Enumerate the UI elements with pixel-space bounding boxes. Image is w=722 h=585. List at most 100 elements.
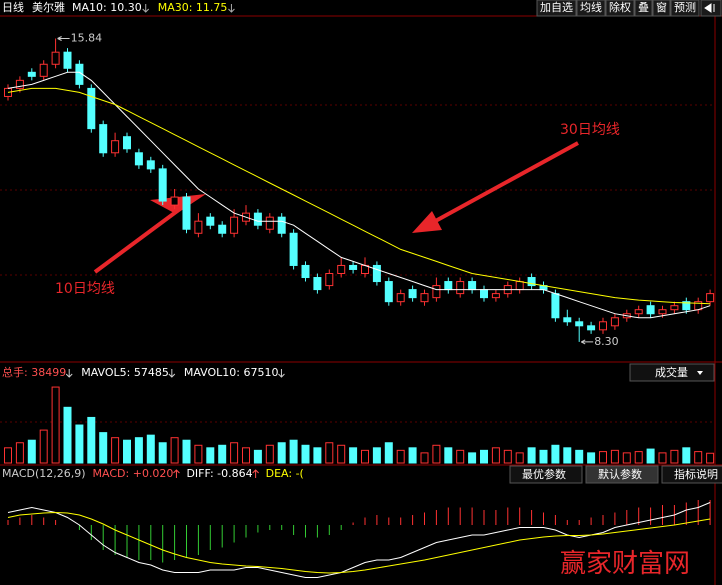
volume-bar (27, 439, 36, 464)
down-arrow-icon (142, 4, 150, 13)
volume-legend: MAVOL5: 57485 (81, 366, 169, 379)
up-arrow-icon (252, 469, 259, 478)
candle-body (420, 293, 429, 303)
up-arrow-icon (173, 469, 180, 478)
toolbar-button[interactable] (536, 0, 577, 17)
dropdown-icon (697, 371, 703, 375)
candle-body (51, 51, 60, 65)
candle-body (39, 63, 48, 77)
candle-body (206, 216, 215, 226)
annotation: 30日均线 (560, 122, 620, 138)
toolbar-button[interactable] (576, 0, 606, 17)
volume-bar (51, 386, 60, 464)
volume-bar (634, 451, 643, 464)
candle-body (27, 71, 36, 77)
volume-bar (480, 449, 488, 464)
candle-body (480, 289, 488, 299)
scroll-icon (704, 3, 715, 13)
volume-bar (289, 439, 298, 464)
candle-body (289, 232, 298, 266)
volume-bar (539, 449, 548, 464)
toolbar-button[interactable] (652, 0, 671, 17)
volume-bar (194, 444, 203, 464)
candle-body (432, 285, 441, 299)
annotation: 10日均线 (55, 281, 115, 297)
volume-bar (682, 447, 691, 464)
volume-bar (515, 452, 524, 464)
indicator-button[interactable] (585, 465, 659, 484)
extreme-label: 8.30 (594, 335, 619, 348)
toolbar-button-label: 叠 (638, 1, 649, 14)
volume-bar (491, 447, 500, 464)
volume-bar (384, 442, 393, 464)
volume-bar (503, 449, 512, 464)
candle-body (587, 325, 596, 331)
candle-body (63, 51, 72, 69)
candle-body (301, 264, 310, 279)
indicator-button[interactable] (661, 465, 722, 484)
volume-bar (99, 432, 108, 464)
volume-bar (15, 442, 24, 464)
volume-bar (610, 449, 619, 464)
volume-bar (396, 449, 405, 464)
candle-body (527, 277, 536, 287)
candle-body (146, 160, 155, 170)
volume-bar (170, 437, 179, 464)
candle-body (194, 220, 203, 234)
volume-legend: MAVOL10: 67510 (184, 366, 279, 379)
candle-body (170, 196, 179, 206)
volume-bar (599, 451, 607, 464)
grid (0, 104, 715, 423)
candle-body (158, 168, 167, 202)
volume-bar (206, 447, 215, 464)
indicator-selector[interactable] (629, 363, 715, 382)
macd-line (7, 511, 711, 574)
volume-bar (218, 444, 227, 464)
volume-bar (444, 447, 453, 464)
candle-body (337, 264, 346, 275)
toolbar-button[interactable] (634, 0, 653, 17)
candle-body (706, 293, 715, 303)
volume-bar (325, 442, 334, 464)
volume-bar (551, 444, 560, 464)
volume-bar (587, 452, 596, 464)
candle-body (468, 281, 477, 291)
volume-bar (468, 452, 477, 464)
volume-bar (563, 447, 572, 464)
candle-body (99, 124, 108, 154)
volume-bar (253, 449, 262, 464)
candle-body (670, 305, 679, 311)
volume-bar (87, 416, 96, 464)
volume-bar (622, 452, 631, 464)
ma-line (7, 71, 711, 319)
toolbar-button-label: 窗 (656, 0, 667, 14)
volume-bar (146, 434, 155, 464)
volume-bar (111, 437, 120, 464)
toolbar-button[interactable] (605, 0, 635, 17)
indicator-button-label: 指标说明 (674, 467, 718, 481)
volume-bar (242, 447, 250, 464)
volume-bar (670, 449, 679, 464)
indicator-button[interactable] (509, 465, 583, 484)
volume-bar (123, 439, 131, 464)
macd-legend: MACD(12,26,9) (2, 467, 86, 480)
candle-body (253, 212, 262, 226)
candle-body (4, 87, 12, 97)
candle-body (218, 224, 227, 234)
candle-body (610, 317, 619, 327)
indicator-button-label: 最优参数 (522, 467, 566, 481)
extreme-pointer (580, 339, 594, 345)
volume-bar (277, 442, 286, 464)
candle-body (325, 273, 334, 287)
volume-bar (230, 442, 239, 464)
candle-body (313, 277, 322, 291)
volume-bar (646, 448, 655, 464)
candle-body (265, 216, 274, 230)
down-arrow-icon (278, 369, 285, 378)
volume-bar (420, 452, 429, 464)
toolbar-button[interactable] (670, 0, 700, 17)
candle-body (634, 309, 643, 315)
candle-body (408, 289, 417, 299)
